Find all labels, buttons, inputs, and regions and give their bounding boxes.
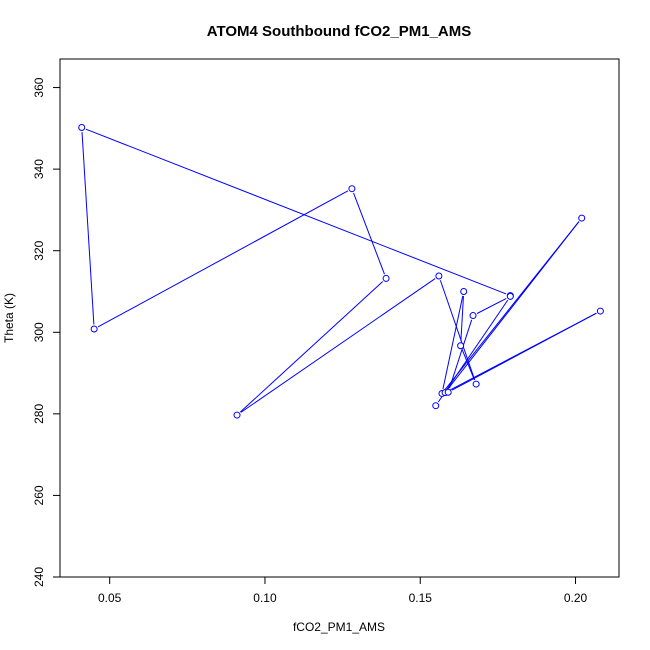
series-segment	[437, 299, 509, 403]
series-segment	[239, 281, 384, 413]
data-point	[432, 402, 440, 410]
x-tick-label: 0.20	[564, 591, 588, 605]
y-axis-label: Theta (K)	[2, 293, 16, 343]
data-point	[382, 274, 390, 282]
x-tick-label: 0.05	[98, 591, 122, 605]
x-axis-label: fCO2_PM1_AMS	[293, 620, 385, 634]
data-point	[472, 380, 480, 388]
y-tick-label: 360	[32, 77, 46, 97]
series-segment	[461, 349, 475, 381]
data-point	[578, 214, 586, 222]
y-tick-label: 320	[32, 240, 46, 260]
series-segment	[353, 192, 385, 275]
y-axis: 240 260 280 300 320 340 360	[32, 77, 60, 587]
y-tick-label: 300	[32, 322, 46, 342]
data-point	[444, 388, 452, 396]
x-tick-label: 0.15	[409, 591, 433, 605]
series-segment	[449, 319, 473, 389]
series-segment	[439, 280, 476, 380]
x-axis: 0.05 0.10 0.15 0.20	[98, 577, 588, 605]
data-point	[233, 411, 241, 419]
data-point	[435, 272, 443, 280]
data-point	[596, 307, 604, 315]
y-tick-label: 340	[32, 159, 46, 179]
series-line-group	[81, 128, 597, 413]
data-points	[78, 124, 604, 419]
data-point	[469, 312, 477, 320]
data-point	[78, 124, 86, 132]
y-tick-label: 280	[32, 404, 46, 424]
chart-title: ATOM4 Southbound fCO2_PM1_AMS	[207, 23, 471, 40]
y-tick-label: 240	[32, 567, 46, 587]
series-segment	[97, 190, 349, 328]
data-point	[457, 342, 465, 350]
series-segment	[240, 278, 436, 413]
data-point	[348, 185, 356, 193]
data-point	[460, 287, 468, 295]
series-segment	[447, 221, 580, 390]
y-tick-label: 260	[32, 485, 46, 505]
x-tick-label: 0.10	[253, 591, 277, 605]
data-point	[90, 325, 98, 333]
series-segment	[451, 312, 597, 391]
data-point	[506, 292, 514, 300]
series-segment	[442, 295, 464, 390]
series-segment	[460, 295, 464, 342]
plot-frame	[59, 58, 620, 578]
series-segment	[85, 128, 507, 295]
series-segment	[81, 131, 95, 325]
series-segment	[476, 297, 507, 314]
